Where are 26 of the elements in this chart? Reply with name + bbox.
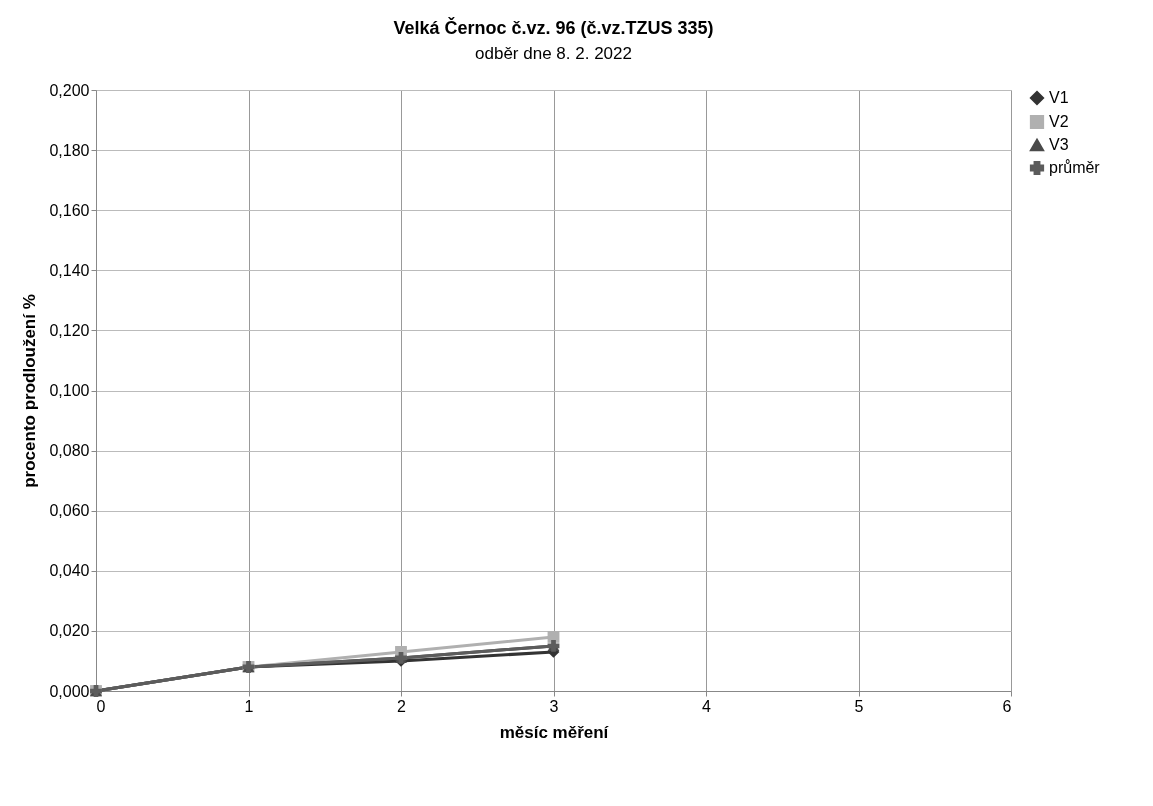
x-tick-label: 0 xyxy=(96,697,106,715)
y-tick-label: 0,160 xyxy=(49,201,90,219)
x-tick-label: 4 xyxy=(702,697,712,715)
y-axis-title: procento prodloužení % xyxy=(20,294,40,488)
chart-title: Velká Černoc č.vz. 96 (č.vz.TZUS 335) xyxy=(393,17,714,38)
y-tick-label: 0,060 xyxy=(49,502,90,520)
legend-label: V1 xyxy=(1049,89,1069,106)
x-axis-title: měsíc měření xyxy=(499,722,610,742)
x-tick-label: 2 xyxy=(397,697,407,715)
legend-label: průměr xyxy=(1049,159,1101,176)
y-tick-label: 0,200 xyxy=(49,81,90,99)
x-tick-label: 6 xyxy=(1002,697,1012,715)
y-tick-label: 0,000 xyxy=(49,682,90,700)
y-tick-label: 0,080 xyxy=(49,442,90,460)
y-tick-label: 0,100 xyxy=(49,382,90,399)
legend-label: V3 xyxy=(1049,136,1069,153)
x-tick-label: 3 xyxy=(549,697,559,715)
y-tick-label: 0,040 xyxy=(49,562,90,580)
legend-label: V2 xyxy=(1049,113,1069,130)
x-tick-label: 1 xyxy=(244,697,254,715)
x-tick-label: 5 xyxy=(854,697,864,715)
y-tick-label: 0,140 xyxy=(49,261,90,279)
chart-subtitle: odběr dne 8. 2. 2022 xyxy=(475,44,632,63)
y-tick-label: 0,180 xyxy=(49,141,90,159)
y-tick-label: 0,120 xyxy=(49,321,90,339)
y-tick-label: 0,020 xyxy=(49,622,90,640)
